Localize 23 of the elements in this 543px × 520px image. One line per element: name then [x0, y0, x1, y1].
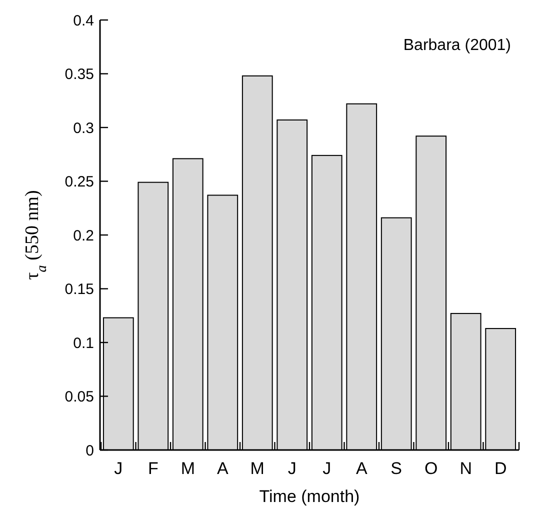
y-tick-label: 0.05: [64, 388, 94, 406]
x-tick-label: J: [322, 459, 332, 478]
annotation: Barbara (2001): [403, 37, 511, 54]
x-tick-label: J: [288, 459, 296, 478]
x-tick-label: F: [148, 459, 158, 478]
y-tick-label: 0.2: [73, 227, 94, 244]
x-axis-title: Time (month): [259, 487, 360, 506]
x-tick-label: D: [494, 459, 507, 478]
y-tick-label: 0.3: [73, 120, 94, 137]
x-tick-label: S: [390, 459, 402, 478]
y-tick-label: 0.25: [64, 174, 94, 190]
y-tick-label: 0: [86, 442, 94, 460]
y-tick-label: 0.4: [73, 12, 94, 30]
x-tick-label: M: [180, 459, 195, 478]
x-tick-label: M: [250, 459, 264, 478]
x-tick-label: A: [356, 459, 368, 478]
x-tick-label: O: [424, 459, 438, 478]
x-tick-label: N: [460, 459, 472, 478]
y-tick-label: 0.15: [64, 281, 94, 298]
y-tick-label: 0.35: [64, 66, 94, 83]
x-tick-label: J: [114, 459, 123, 478]
y-tick-label: 0.1: [73, 334, 94, 352]
x-tick-label: A: [216, 459, 229, 478]
